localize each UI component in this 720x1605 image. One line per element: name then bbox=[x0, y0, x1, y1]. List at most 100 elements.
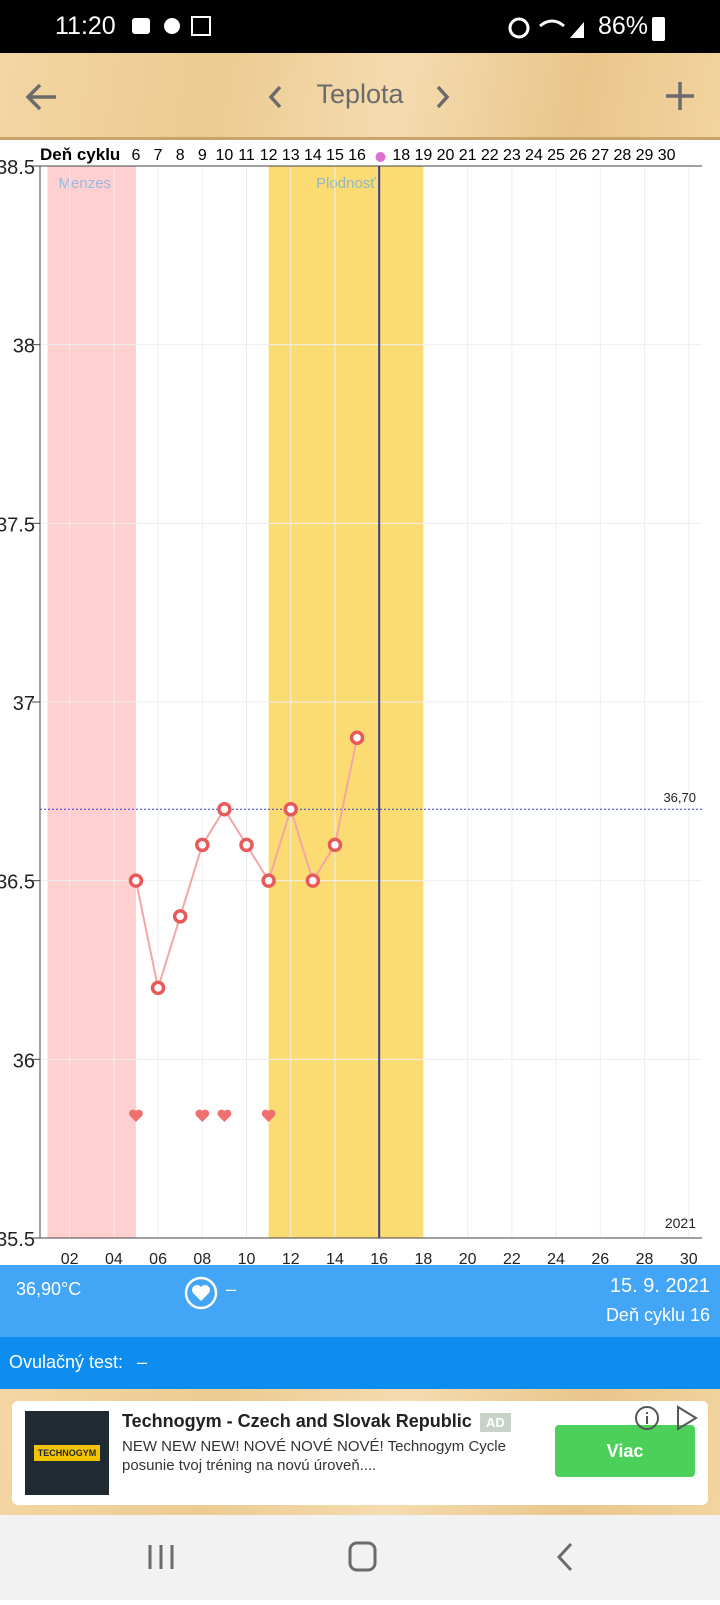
cycle-day-label: 28 bbox=[614, 147, 632, 164]
nav-bar bbox=[0, 1515, 720, 1600]
logo-text: TECHNOGYM bbox=[33, 1445, 101, 1461]
temperature-point bbox=[305, 873, 321, 888]
y-tick-label: 38 bbox=[13, 336, 35, 358]
ovulation-label: Ovulačný test: bbox=[9, 1352, 124, 1372]
y-tick-label: 36 bbox=[13, 1050, 35, 1072]
cycle-day-label: 20 bbox=[437, 147, 455, 164]
cycle-day-label: 23 bbox=[503, 147, 521, 164]
ad-logo: TECHNOGYM bbox=[25, 1411, 109, 1495]
ad-title: Technogym - Czech and Slovak Republic bbox=[122, 1411, 472, 1431]
cycle-day-label: 27 bbox=[591, 147, 609, 164]
year-label: 2021 bbox=[665, 1215, 696, 1231]
cycle-day-label: 18 bbox=[392, 147, 410, 164]
cycle-day-label: 7 bbox=[154, 147, 163, 164]
temperature-point bbox=[261, 873, 276, 888]
time: 11:20 bbox=[55, 12, 116, 40]
y-tick-label: 36.5 bbox=[0, 872, 35, 894]
band-label: Menzes bbox=[59, 175, 112, 192]
system-icons bbox=[508, 16, 588, 40]
cycle-day-label: 13 bbox=[282, 147, 300, 164]
reference-label: 36,70 bbox=[663, 790, 696, 805]
icons bbox=[132, 16, 211, 36]
heart bbox=[129, 1109, 143, 1122]
battery-icon bbox=[652, 17, 665, 41]
ad-card[interactable]: TECHNOGYM Technogym - Czech and Slovak R… bbox=[12, 1401, 708, 1505]
add-button[interactable] bbox=[664, 80, 696, 112]
y-tick-label: 37 bbox=[13, 693, 35, 715]
cycle-day-label: 29 bbox=[636, 147, 654, 164]
temperature-point bbox=[172, 909, 188, 924]
x-tick-label: 04 bbox=[105, 1251, 123, 1265]
temperature-point bbox=[283, 801, 298, 817]
x-tick-label: 22 bbox=[503, 1251, 521, 1265]
x-tick-label: 06 bbox=[149, 1251, 167, 1265]
cycle-day-label: 14 bbox=[304, 147, 322, 164]
header: Teplota bbox=[0, 53, 720, 140]
x-tick-label: 30 bbox=[680, 1251, 698, 1265]
heart bbox=[195, 1109, 210, 1122]
prev-button[interactable] bbox=[266, 83, 286, 111]
heart-icon bbox=[184, 1276, 218, 1310]
ad-button[interactable]: Viac bbox=[555, 1425, 695, 1477]
cycle-day-label: 6 bbox=[132, 147, 141, 164]
temperature-point bbox=[239, 837, 254, 853]
x-tick-label: 12 bbox=[282, 1251, 300, 1265]
x-tick-label: 20 bbox=[459, 1251, 477, 1265]
cycle-day-label: 11 bbox=[238, 147, 255, 164]
status-icons bbox=[132, 14, 212, 38]
x-tick-label: 26 bbox=[591, 1251, 609, 1265]
temperature-point bbox=[195, 837, 210, 853]
x-tick-label: 16 bbox=[370, 1251, 388, 1265]
temperature-point bbox=[150, 980, 166, 996]
x-tick-label: 08 bbox=[193, 1251, 211, 1265]
date: 15. 9. 2021 bbox=[609, 1275, 710, 1297]
status-bar: 11:20 86% bbox=[0, 0, 720, 53]
cycle-day-label: 26 bbox=[569, 147, 587, 164]
ad-text: NEW NEW NEW! NOVÉ NOVÉ NOVÉ! Technogym C… bbox=[122, 1438, 506, 1474]
cycle-day: Deň cyklu 16 bbox=[605, 1305, 710, 1325]
heart bbox=[217, 1109, 232, 1122]
ad-area: TECHNOGYM Technogym - Czech and Slovak R… bbox=[0, 1389, 720, 1515]
cycle-day-label: 10 bbox=[216, 147, 234, 164]
cycle-day-label: 8 bbox=[176, 147, 185, 164]
cycle-day-label: 16 bbox=[348, 147, 366, 164]
ad-icons bbox=[635, 1405, 698, 1431]
y-tick-label: 38.5 bbox=[0, 157, 35, 179]
y-tick-label: 35.5 bbox=[0, 1229, 35, 1251]
temperature-chart: Menzes Plodnosť 35.5 36 36.5 37 37.5 38 38.5 02 04… bbox=[0, 145, 702, 1265]
cycle-day-label: 19 bbox=[415, 147, 433, 164]
x-axis-title: Deň cyklu bbox=[40, 145, 120, 164]
ovulation-panel: Ovulačný test: – bbox=[0, 1337, 720, 1389]
battery: 86% bbox=[598, 12, 649, 40]
temperature-point bbox=[128, 873, 144, 888]
y-tick-label: 37.5 bbox=[0, 514, 35, 536]
ad-badge: AD bbox=[480, 1413, 511, 1432]
nav-icons bbox=[148, 1541, 573, 1572]
cycle-day-label: 24 bbox=[525, 147, 543, 164]
cycle-day-label: 15 bbox=[326, 147, 344, 164]
cycle-day-label: 9 bbox=[198, 147, 207, 164]
x-tick-label: 02 bbox=[61, 1251, 79, 1265]
ovulation-value: – bbox=[137, 1352, 148, 1372]
heart bbox=[261, 1109, 276, 1122]
today-dot bbox=[375, 152, 386, 162]
cycle-day-label: 22 bbox=[481, 147, 499, 164]
cycle-day-label: 21 bbox=[459, 147, 477, 164]
cycle-day-label: 30 bbox=[658, 147, 676, 164]
x-tick-label: 24 bbox=[547, 1251, 565, 1265]
intercourse: – bbox=[226, 1279, 237, 1299]
band-label: Plodnosť bbox=[316, 175, 376, 192]
x-tick-label: 10 bbox=[238, 1251, 256, 1265]
temperature-point bbox=[327, 837, 343, 853]
x-tick-label: 18 bbox=[415, 1251, 433, 1265]
x-tick-label: 14 bbox=[326, 1251, 344, 1265]
temperature-point bbox=[349, 730, 365, 745]
x-tick-label: 28 bbox=[636, 1251, 654, 1265]
summary-panel: 36,90°C – 15. 9. 2021 Deň cyklu 16 bbox=[0, 1265, 720, 1337]
next-button[interactable] bbox=[432, 83, 452, 111]
back-button[interactable] bbox=[22, 79, 62, 115]
temperature-point bbox=[217, 801, 232, 817]
icons bbox=[508, 17, 584, 39]
temperature: 36,90°C bbox=[16, 1279, 82, 1299]
